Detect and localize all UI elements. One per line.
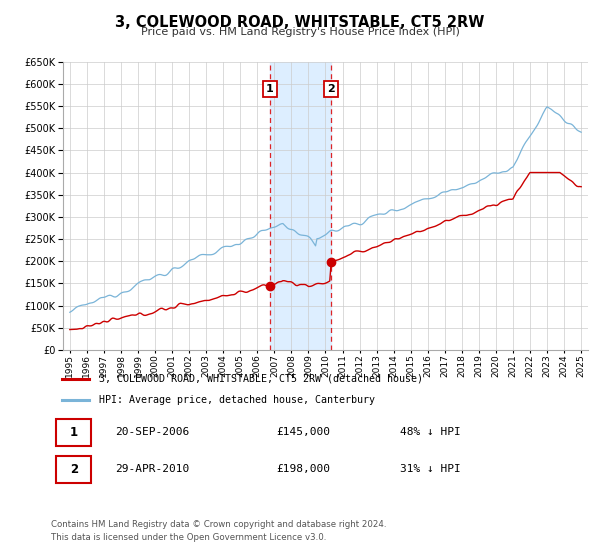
Text: HPI: Average price, detached house, Canterbury: HPI: Average price, detached house, Cant… <box>100 394 376 404</box>
Text: £198,000: £198,000 <box>277 464 331 474</box>
Text: 48% ↓ HPI: 48% ↓ HPI <box>400 427 461 437</box>
Text: 2: 2 <box>327 84 335 94</box>
FancyBboxPatch shape <box>56 419 91 446</box>
Text: 31% ↓ HPI: 31% ↓ HPI <box>400 464 461 474</box>
Text: This data is licensed under the Open Government Licence v3.0.: This data is licensed under the Open Gov… <box>51 533 326 542</box>
Text: 1: 1 <box>266 84 274 94</box>
Text: 20-SEP-2006: 20-SEP-2006 <box>115 427 190 437</box>
Text: 3, COLEWOOD ROAD, WHITSTABLE, CT5 2RW (detached house): 3, COLEWOOD ROAD, WHITSTABLE, CT5 2RW (d… <box>100 374 424 384</box>
FancyBboxPatch shape <box>56 456 91 483</box>
Bar <box>269 62 331 350</box>
Text: Contains HM Land Registry data © Crown copyright and database right 2024.: Contains HM Land Registry data © Crown c… <box>51 520 386 529</box>
Text: 3, COLEWOOD ROAD, WHITSTABLE, CT5 2RW: 3, COLEWOOD ROAD, WHITSTABLE, CT5 2RW <box>115 15 485 30</box>
Text: 2: 2 <box>70 463 78 476</box>
Text: 1: 1 <box>70 426 78 439</box>
Text: Price paid vs. HM Land Registry's House Price Index (HPI): Price paid vs. HM Land Registry's House … <box>140 27 460 38</box>
Text: 29-APR-2010: 29-APR-2010 <box>115 464 190 474</box>
Text: £145,000: £145,000 <box>277 427 331 437</box>
